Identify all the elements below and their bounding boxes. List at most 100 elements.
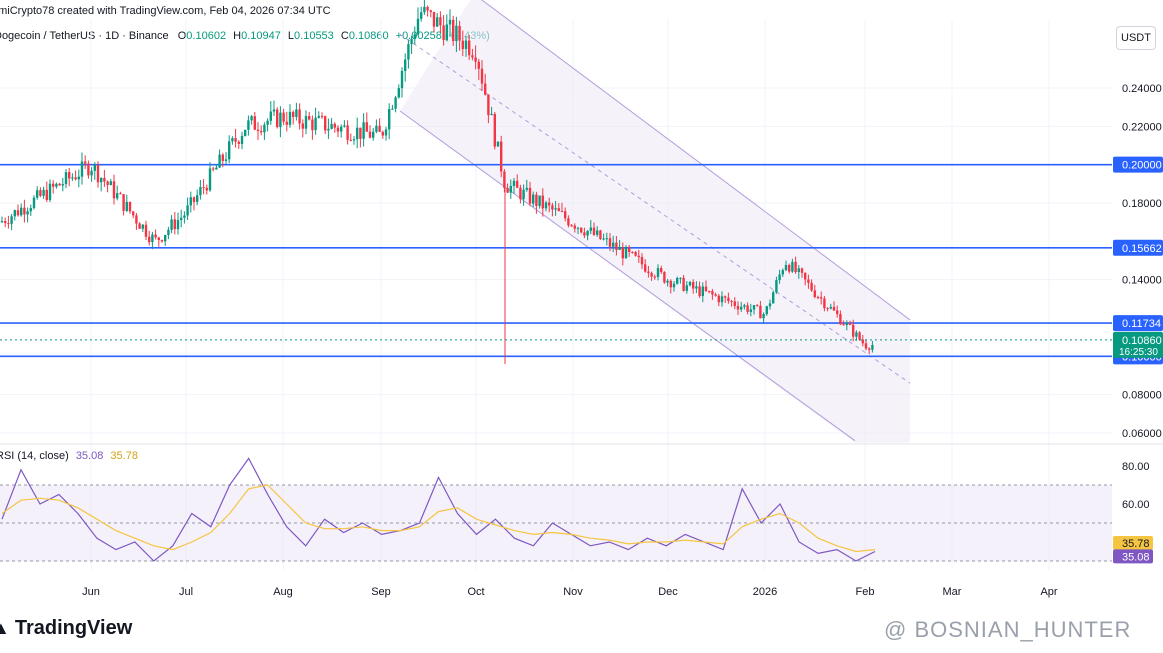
time-tick-label: Jun	[82, 586, 100, 598]
candle-body	[592, 227, 596, 235]
candle-body	[724, 296, 727, 298]
candle-body	[845, 323, 848, 326]
candle-body	[858, 332, 861, 340]
candle-body	[685, 285, 688, 291]
candle-body	[759, 305, 762, 319]
chart-header: amiCrypto78 created with TradingView.com…	[0, 5, 331, 17]
candle-body	[80, 161, 84, 177]
candle-body	[100, 177, 103, 183]
candle-body	[103, 177, 106, 182]
candle-body	[378, 125, 381, 132]
channel-upper-line	[481, 0, 911, 321]
candle-body	[260, 130, 263, 133]
candle-body	[231, 138, 234, 142]
candle-body	[116, 193, 119, 199]
candle-body	[224, 159, 228, 161]
candle-body	[564, 211, 567, 219]
price-tick-label: 0.08000	[1122, 390, 1162, 402]
candle-body	[624, 247, 628, 259]
candle-body	[26, 211, 29, 215]
candle-body	[500, 141, 503, 172]
time-tick-label: Feb	[856, 586, 875, 598]
rsi-legend[interactable]: RSI (14, close) 35.08 35.78	[0, 450, 138, 462]
candle-body	[61, 184, 64, 186]
candle-body	[618, 247, 621, 250]
candle-body	[404, 59, 407, 71]
candle-body	[768, 303, 772, 307]
candle-body	[282, 112, 285, 122]
candle-body	[192, 197, 196, 202]
candle-body	[871, 345, 874, 350]
level-price-tag	[1113, 239, 1163, 256]
candle-body	[90, 170, 93, 176]
last-price-label: 0.10860	[1122, 335, 1162, 347]
candle-body	[84, 161, 87, 164]
candle-body	[304, 116, 308, 129]
candle-body	[557, 208, 560, 212]
candle-body	[695, 286, 698, 289]
candle-body	[503, 171, 506, 189]
candle-body	[471, 55, 474, 58]
candle-body	[682, 277, 685, 291]
candle-body	[445, 24, 448, 41]
candle-body	[266, 120, 269, 125]
candle-body	[20, 207, 23, 216]
candle-body	[717, 295, 720, 303]
candle-body	[343, 125, 346, 127]
candle-body	[784, 265, 788, 271]
candle-body	[330, 123, 333, 129]
candle-body	[42, 189, 45, 196]
candle-body	[391, 108, 394, 110]
channel-lower-line	[399, 110, 856, 442]
time-tick-label: Sep	[371, 586, 391, 598]
candle-body	[93, 164, 96, 171]
candle-body	[237, 141, 240, 144]
candle-body	[455, 25, 458, 42]
candle-body	[272, 109, 276, 112]
rsi-ma-line	[1, 484, 876, 553]
candle-body	[746, 305, 749, 312]
candle-body	[0, 221, 4, 223]
tradingview-logo[interactable]: ▲ TradingView	[0, 617, 132, 640]
open-value: 0.10602	[186, 30, 227, 42]
candle-body	[861, 339, 864, 344]
candle-body	[423, 6, 426, 13]
candle-body	[365, 122, 368, 132]
close-label: C	[340, 30, 349, 42]
candle-body	[106, 181, 109, 186]
candle-body	[736, 305, 740, 310]
candle-body	[528, 187, 532, 204]
candle-body	[436, 17, 439, 27]
candle-body	[170, 219, 173, 230]
candle-body	[679, 277, 682, 279]
author-credit: @ BOSNIAN_HUNTER	[884, 617, 1132, 642]
candle-body	[256, 129, 260, 131]
candle-body	[189, 197, 192, 206]
price-axis: 0.24000 0.22000 0.18000 0.14000 0.08000 0.060…	[0, 83, 1163, 445]
candle-body	[352, 139, 356, 141]
candle-body	[794, 261, 797, 273]
candle-body	[535, 194, 538, 206]
candle-body	[656, 268, 660, 277]
candle-body	[317, 116, 320, 118]
rsi-line	[1, 457, 876, 562]
candle-body	[602, 238, 605, 240]
rsi-value: 35.08	[75, 450, 104, 462]
candle-body	[58, 183, 61, 186]
candle-body	[68, 172, 71, 179]
candle-body	[381, 131, 384, 136]
candle-body	[788, 265, 791, 272]
currency-badge[interactable]: USDT	[1116, 26, 1156, 50]
candle-body	[112, 181, 116, 199]
candle-body	[96, 164, 100, 183]
candle-body	[199, 187, 202, 196]
candle-body	[394, 97, 397, 109]
rsi-tag	[1113, 549, 1153, 564]
rsi-ma-value: 35.78	[110, 450, 138, 462]
symbol-name[interactable]: Dogecoin / TetherUS · 1D · Binance	[0, 30, 169, 42]
bar-countdown-label: 16:25:30	[1119, 347, 1158, 358]
candle-body	[596, 230, 599, 235]
candle-body	[807, 279, 810, 283]
